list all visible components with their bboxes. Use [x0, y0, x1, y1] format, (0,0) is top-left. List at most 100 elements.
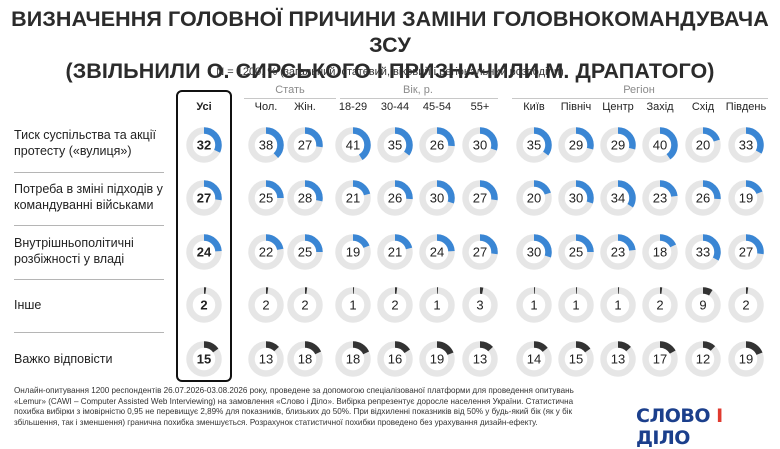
donut: 2: [287, 287, 323, 323]
donut-value-arc: [462, 127, 498, 163]
donut-value-arc: [462, 287, 498, 323]
donut-value-label: 2: [200, 298, 207, 313]
column-header: Схід: [691, 101, 715, 113]
donut: 17: [642, 341, 678, 377]
donut-value-arc: [335, 127, 371, 163]
donut-value-label: 23: [611, 245, 625, 260]
donut-value-label: 21: [388, 245, 402, 260]
donut-value-arc: [335, 234, 371, 270]
donut: 27: [462, 180, 498, 216]
row-separator: [14, 279, 164, 280]
donut-value-arc: [642, 234, 678, 270]
group-line-region: [512, 98, 768, 99]
donut-value-arc: [248, 180, 284, 216]
donut-value-arc: [516, 127, 552, 163]
donut-value-arc: [287, 287, 323, 323]
donut-value-label: 13: [259, 352, 273, 367]
donut: 3: [462, 287, 498, 323]
donut-value-arc: [728, 127, 764, 163]
donut-value-arc: [728, 341, 764, 377]
donut-value-arc: [287, 127, 323, 163]
donut-value-arc: [186, 180, 222, 216]
donut-value-label: 26: [430, 138, 444, 153]
row-separator: [14, 332, 164, 333]
donut: 26: [685, 180, 721, 216]
donut-value-arc: [516, 180, 552, 216]
donut: 2: [248, 287, 284, 323]
column-header: Північ: [560, 101, 592, 113]
donut-value-label: 26: [696, 191, 710, 206]
donut-value-arc: [516, 287, 552, 323]
donut-value-arc: [462, 341, 498, 377]
donut-value-label: 24: [197, 245, 212, 260]
donut-value-label: 2: [391, 298, 398, 313]
donut-value-label: 38: [259, 138, 273, 153]
donut-value-label: 26: [388, 191, 402, 206]
donut: 27: [186, 180, 222, 216]
donut-value-arc: [600, 127, 636, 163]
donut: 30: [419, 180, 455, 216]
donut-value-label: 2: [742, 298, 749, 313]
donut-value-arc: [248, 341, 284, 377]
donut: 24: [186, 234, 222, 270]
logo-right: ДІЛО: [636, 427, 690, 449]
donut: 25: [558, 234, 594, 270]
all-respondents-highlight: [176, 90, 232, 382]
donut: 19: [419, 341, 455, 377]
donut-value-label: 17: [653, 352, 667, 367]
donut-value-arc: [728, 287, 764, 323]
donut: 33: [728, 127, 764, 163]
donut: 18: [287, 341, 323, 377]
subtitle: N = 1200, % (загальний, статевий, вікови…: [216, 66, 564, 78]
donut: 2: [377, 287, 413, 323]
donut-value-label: 23: [653, 191, 667, 206]
donut-value-label: 29: [569, 138, 583, 153]
donut-value-label: 20: [527, 191, 541, 206]
donut-value-label: 9: [699, 298, 706, 313]
donut: 34: [600, 180, 636, 216]
donut: 25: [287, 234, 323, 270]
donut-value-arc: [685, 341, 721, 377]
donut: 38: [248, 127, 284, 163]
donut-value-arc: [600, 287, 636, 323]
donut-value-label: 33: [739, 138, 753, 153]
donut-value-arc: [600, 180, 636, 216]
column-header: 45-54: [422, 101, 452, 113]
donut-value-label: 1: [349, 298, 356, 313]
column-header: Захід: [646, 101, 674, 113]
donut: 19: [728, 341, 764, 377]
row-label: Важко відповісти: [14, 352, 113, 366]
donut: 1: [600, 287, 636, 323]
donut-value-label: 28: [298, 191, 312, 206]
donut: 1: [558, 287, 594, 323]
donut-value-arc: [248, 127, 284, 163]
donut-value-arc: [287, 341, 323, 377]
logo-left: СЛОВО: [636, 405, 711, 427]
donut-value-arc: [558, 234, 594, 270]
donut-value-label: 34: [611, 191, 625, 206]
donut-value-label: 18: [298, 352, 312, 367]
group-label-gender: Стать: [275, 84, 305, 96]
donut-value-label: 2: [656, 298, 663, 313]
donut-value-arc: [642, 127, 678, 163]
donut: 13: [462, 341, 498, 377]
row-label: Тиск суспільства та акції протесту («вул…: [14, 128, 156, 158]
donut-value-arc: [419, 287, 455, 323]
donut-value-label: 13: [473, 352, 487, 367]
donut: 21: [335, 180, 371, 216]
donut-value-arc: [642, 341, 678, 377]
donut-value-label: 33: [696, 245, 710, 260]
donut-value-arc: [642, 180, 678, 216]
donut: 21: [377, 234, 413, 270]
donut-value-arc: [728, 180, 764, 216]
donut: 20: [516, 180, 552, 216]
donut-value-label: 1: [614, 298, 621, 313]
donut-value-arc: [377, 287, 413, 323]
donut-value-arc: [419, 180, 455, 216]
donut: 26: [377, 180, 413, 216]
title-line-1: ВИЗНАЧЕННЯ ГОЛОВНОЇ ПРИЧИНИ ЗАМІНИ ГОЛОВ…: [11, 7, 769, 57]
donut: 26: [419, 127, 455, 163]
donut-value-label: 27: [197, 191, 211, 206]
donut-value-label: 2: [301, 298, 308, 313]
donut-value-label: 1: [572, 298, 579, 313]
